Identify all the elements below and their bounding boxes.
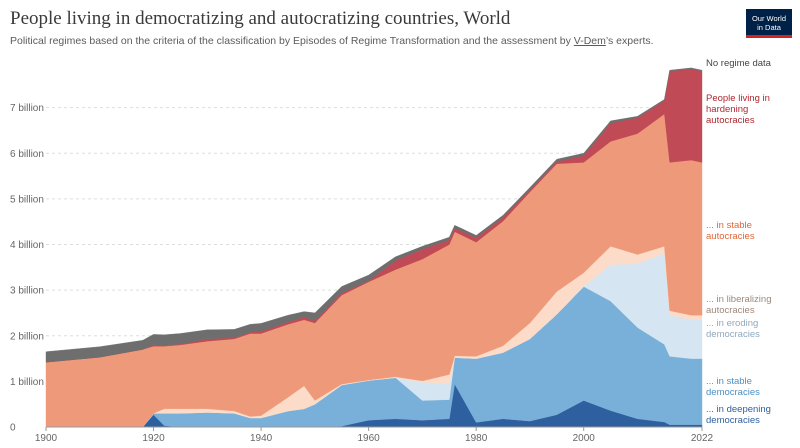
x-tick-label: 1940 bbox=[250, 433, 273, 444]
series-label: ... in stable autocracies bbox=[706, 220, 755, 242]
vdem-link[interactable]: V-Dem bbox=[573, 35, 606, 47]
series-label: ... in stable democracies bbox=[706, 376, 760, 398]
series-label: ... in deepening democracies bbox=[706, 404, 771, 426]
x-tick-label: 2000 bbox=[573, 433, 596, 444]
area-series bbox=[45, 67, 703, 363]
x-tick-label: 1960 bbox=[357, 433, 380, 444]
chart-subtitle: Political regimes based on the criteria … bbox=[10, 35, 654, 47]
y-tick-label: 3 billion bbox=[10, 286, 44, 297]
series-label: People living in hardening autocracies bbox=[706, 93, 770, 126]
y-tick-label: 7 billion bbox=[10, 103, 44, 114]
x-tick-label: 1980 bbox=[465, 433, 488, 444]
y-tick-label: 5 billion bbox=[10, 194, 44, 205]
subtitle-text: Political regimes based on the criteria … bbox=[10, 35, 574, 47]
series-label: ... in eroding democracies bbox=[706, 318, 760, 340]
y-tick-label: 1 billion bbox=[10, 377, 44, 388]
y-tick-label: 2 billion bbox=[10, 331, 44, 342]
x-tick-label: 1900 bbox=[35, 433, 58, 444]
subtitle-text-end: ’s experts. bbox=[605, 35, 654, 47]
y-tick-label: 4 billion bbox=[10, 240, 44, 251]
logo-line-1: Our World bbox=[751, 14, 787, 23]
logo-line-2: in Data bbox=[757, 23, 781, 32]
y-tick-label: 6 billion bbox=[10, 149, 44, 160]
x-tick-label: 2022 bbox=[691, 433, 714, 444]
x-tick-label: 1920 bbox=[142, 433, 165, 444]
owid-logo[interactable]: Our World in Data bbox=[746, 9, 792, 38]
chart-title: People living in democratizing and autoc… bbox=[10, 8, 511, 29]
series-label: No regime data bbox=[706, 58, 772, 69]
series-label: ... in liberalizing autocracies bbox=[706, 294, 771, 316]
y-tick-label: 0 bbox=[10, 423, 16, 434]
